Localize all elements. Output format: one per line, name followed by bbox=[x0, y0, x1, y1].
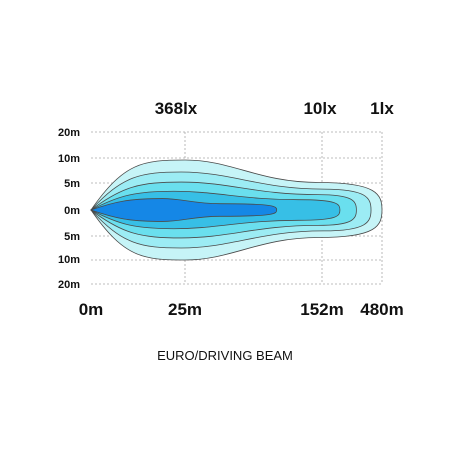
lux-label-1lx: 1lx bbox=[370, 99, 394, 118]
x-tick-0m: 0m bbox=[79, 300, 104, 319]
lux-label-368lx: 368lx bbox=[155, 99, 198, 118]
label-layer: 368lx 10lx 1lx 20m 10m 5m 0m 5m 10m 20m … bbox=[58, 99, 404, 363]
x-tick-480m: 480m bbox=[360, 300, 403, 319]
chart-title: EURO/DRIVING BEAM bbox=[157, 348, 293, 363]
y-tick-20m-bottom: 20m bbox=[58, 279, 80, 291]
x-tick-152m: 152m bbox=[300, 300, 343, 319]
y-tick-5m-top: 5m bbox=[64, 178, 80, 190]
y-tick-5m-bottom: 5m bbox=[64, 231, 80, 243]
y-tick-0m: 0m bbox=[64, 205, 80, 217]
beam-contour-4 bbox=[89, 198, 278, 222]
y-tick-10m-top: 10m bbox=[58, 153, 80, 165]
contour-layer bbox=[89, 159, 383, 261]
y-tick-10m-bottom: 10m bbox=[58, 254, 80, 266]
lux-label-10lx: 10lx bbox=[303, 99, 337, 118]
y-tick-20m-top: 20m bbox=[58, 127, 80, 139]
x-tick-25m: 25m bbox=[168, 300, 202, 319]
